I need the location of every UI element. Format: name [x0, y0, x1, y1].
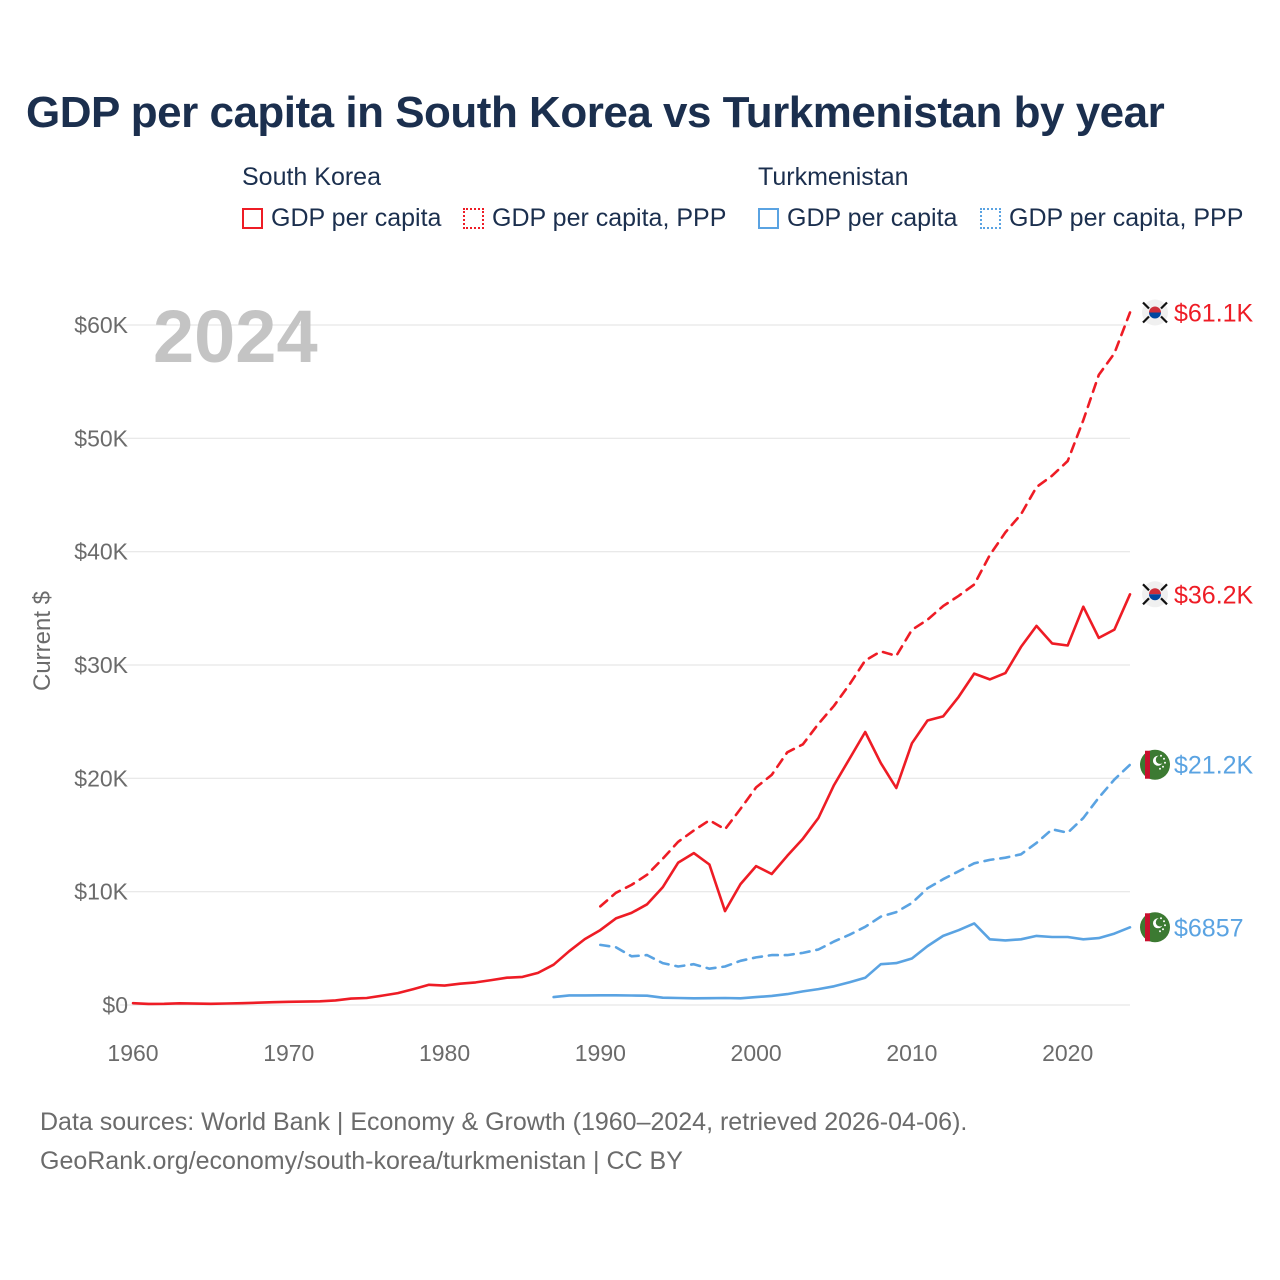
series-line-turkmenistan-gdp-per-capita[interactable] — [552, 922, 1132, 1000]
end-value-label: $6857 — [1174, 914, 1244, 942]
flag-trigram — [1142, 597, 1150, 606]
series-lines — [131, 311, 1132, 1006]
y-tick-label: $10K — [74, 879, 128, 905]
flag-star — [1164, 924, 1166, 927]
series-line-south-korea-gdp-per-capita[interactable] — [131, 592, 1132, 1006]
end-marker-south-korea — [1142, 299, 1168, 326]
flag-star — [1159, 930, 1161, 933]
legend-label: GDP per capita — [787, 204, 958, 232]
grid-lines — [120, 324, 1130, 1006]
x-tick-label: 1970 — [263, 1040, 314, 1066]
chart-title: GDP per capita in South Korea vs Turkmen… — [26, 88, 1165, 137]
legend-swatch-solid-blue — [758, 208, 779, 229]
flag-crescent-cut — [1155, 755, 1165, 764]
legend-group-turkmenistan: Turkmenistan — [758, 163, 909, 191]
y-tick-label: $60K — [74, 312, 128, 338]
flag-taeguk-blue — [1149, 312, 1161, 319]
legend-swatch-dotted-blue — [980, 208, 1001, 229]
flag-trigram — [1142, 315, 1150, 324]
end-marker-south-korea — [1142, 581, 1168, 608]
y-tick-label: $20K — [74, 765, 128, 791]
x-tick-label: 2010 — [886, 1040, 937, 1066]
legend-item-turkmenistan-gdp[interactable]: GDP per capita — [758, 204, 957, 233]
flag-trigram — [1160, 315, 1168, 324]
flag-taeguk-blue — [1149, 594, 1161, 601]
footer-link[interactable]: GeoRank.org/economy/south-korea/turkmeni… — [40, 1147, 683, 1175]
end-value-label: $61.1K — [1174, 300, 1254, 328]
y-tick-label: $0 — [102, 992, 128, 1018]
end-labels: $36.2K $61.1K $6857 $21.2K — [1140, 299, 1254, 943]
legend-item-south-korea-gdp-ppp[interactable]: GDP per capita, PPP — [463, 204, 726, 233]
series-line-turkmenistan-gdp-per-capita-ppp[interactable] — [598, 763, 1132, 971]
end-value-label: $36.2K — [1174, 581, 1254, 609]
series-line-south-korea-gdp-per-capita-ppp[interactable] — [598, 311, 1132, 908]
y-axis-title: Current $ — [29, 591, 56, 691]
legend-swatch-solid-red — [242, 208, 263, 229]
flag-star — [1160, 917, 1162, 920]
flag-trigram — [1160, 597, 1168, 606]
x-tick-label: 2020 — [1042, 1040, 1093, 1066]
legend-label: GDP per capita, PPP — [1009, 204, 1244, 232]
flag-star — [1162, 928, 1164, 931]
flag-taeguk-red — [1149, 306, 1161, 313]
legend-group-south-korea: South Korea — [242, 163, 381, 191]
legend-item-south-korea-gdp[interactable]: GDP per capita — [242, 204, 441, 233]
x-tick-label: 1960 — [107, 1040, 158, 1066]
y-tick-label: $40K — [74, 539, 128, 565]
flag-star — [1164, 761, 1166, 764]
flag-crescent-cut — [1155, 918, 1165, 927]
flag-star — [1163, 757, 1165, 760]
flag-trigram — [1142, 583, 1150, 592]
flag-trigram — [1160, 583, 1168, 592]
end-marker-turkmenistan — [1140, 749, 1170, 780]
legend-label: GDP per capita — [271, 204, 442, 232]
y-tick-label: $50K — [74, 425, 128, 451]
flag-trigram — [1160, 301, 1168, 310]
y-tick-label: $30K — [74, 652, 128, 678]
flag-star — [1159, 767, 1161, 770]
footer-sources: Data sources: World Bank | Economy & Gro… — [40, 1108, 968, 1136]
legend-item-turkmenistan-gdp-ppp[interactable]: GDP per capita, PPP — [980, 204, 1243, 233]
flag-star — [1162, 765, 1164, 768]
flag-trigram — [1142, 301, 1150, 310]
year-watermark: 2024 — [153, 295, 318, 378]
legend-label: GDP per capita, PPP — [492, 204, 727, 232]
flag-carpet-stripe — [1145, 750, 1150, 779]
flag-carpet-stripe — [1145, 913, 1150, 942]
flag-star — [1163, 920, 1165, 923]
legend-swatch-dotted-red — [463, 208, 484, 229]
axis-labels: $0 $10K $20K $30K $40K $50K $60K 1960 1970 1980 19… — [74, 312, 1093, 1066]
flag-star — [1160, 754, 1162, 757]
flag-taeguk-red — [1149, 588, 1161, 595]
end-value-label: $21.2K — [1174, 752, 1254, 780]
end-marker-turkmenistan — [1140, 912, 1170, 943]
x-tick-label: 1980 — [419, 1040, 470, 1066]
x-tick-label: 1990 — [575, 1040, 626, 1066]
x-tick-label: 2000 — [731, 1040, 782, 1066]
